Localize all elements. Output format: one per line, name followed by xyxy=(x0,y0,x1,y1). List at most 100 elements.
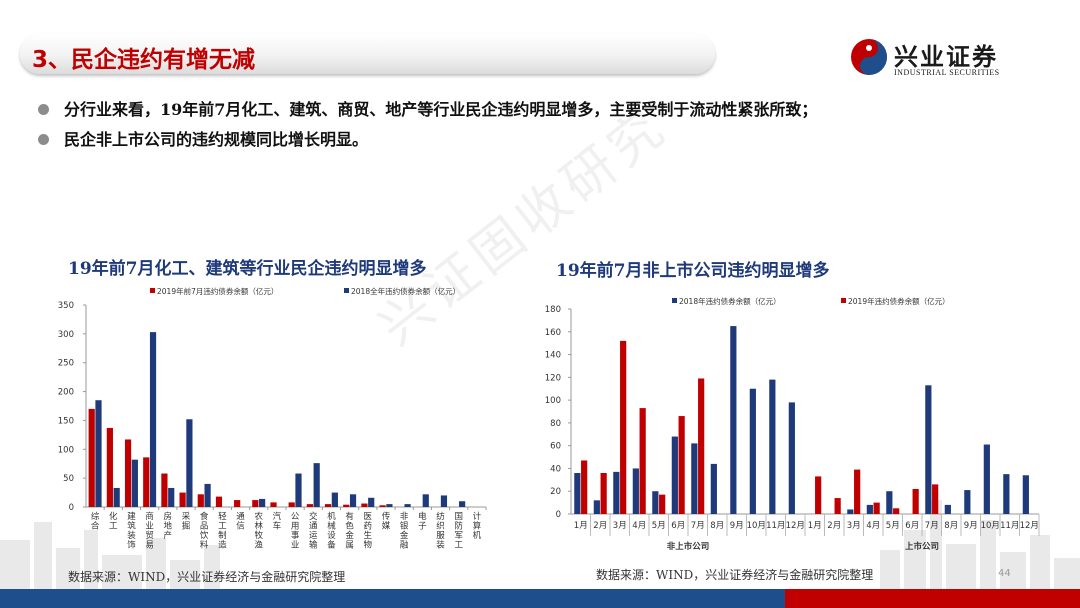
y-tick-label: 120 xyxy=(545,373,561,383)
y-tick-label: 160 xyxy=(545,328,561,338)
bar-red xyxy=(893,508,900,514)
x-tick-label: 化工 xyxy=(109,511,118,532)
bar-blue xyxy=(331,492,338,507)
y-tick-label: 80 xyxy=(550,419,561,429)
x-tick-label: 5月 xyxy=(652,521,666,531)
bar-red xyxy=(639,408,646,514)
x-tick-label: 电子 xyxy=(418,511,427,532)
y-tick-label: 100 xyxy=(545,396,561,406)
bar-blue xyxy=(886,491,893,514)
x-tick-label: 12月 xyxy=(786,521,805,531)
skyline-decoration xyxy=(0,500,1080,590)
bar-red xyxy=(179,492,186,507)
bar-red xyxy=(600,473,607,514)
bullet-list: 分行业来看，19年前7月化工、建筑、商贸、地产等行业民企违约明显增多，主要受制于… xyxy=(38,96,817,156)
bar-blue xyxy=(788,402,795,514)
y-tick-label: 0 xyxy=(69,503,74,513)
bar-blue xyxy=(944,504,951,514)
x-tick-label: 10月 xyxy=(747,521,766,531)
bar-red xyxy=(873,502,880,514)
logo-cn-text: 兴业证券 xyxy=(894,42,998,71)
bar-blue xyxy=(613,471,620,514)
group-label: 上市公司 xyxy=(905,541,939,552)
bullet-dot-icon xyxy=(38,104,49,115)
bar-blue xyxy=(131,459,138,507)
company-logo: 兴业证券 INDUSTRIAL SECURITIES xyxy=(850,36,1020,82)
x-tick-label: 医药生物 xyxy=(364,512,373,551)
legend-label: 2019年前7月违约债券余额（亿元） xyxy=(157,286,278,296)
bar-blue xyxy=(769,379,776,514)
bar-red xyxy=(124,439,132,507)
x-tick-label: 1月 xyxy=(574,521,588,531)
x-tick-label: 8月 xyxy=(710,521,724,531)
bar-blue xyxy=(168,487,175,507)
bar-red xyxy=(234,500,241,507)
bar-blue xyxy=(259,498,266,507)
y-tick-label: 60 xyxy=(550,442,561,452)
y-tick-label: 250 xyxy=(58,359,74,369)
x-tick-label: 2月 xyxy=(827,521,841,531)
bar-red xyxy=(343,504,350,507)
x-tick-label: 9月 xyxy=(730,521,744,531)
bullet-text: 民企非上市公司的违约规模同比增长明显。 xyxy=(64,130,369,149)
legend-label: 2018全年违约债券余额（亿元） xyxy=(351,286,460,296)
logo-en-text: INDUSTRIAL SECURITIES xyxy=(894,68,1000,77)
bar-red xyxy=(161,473,168,507)
bar-blue xyxy=(313,463,320,507)
x-tick-label: 5月 xyxy=(886,521,900,531)
x-tick-label: 传媒 xyxy=(382,511,391,532)
x-tick-label: 11月 xyxy=(1000,521,1019,531)
bar-blue xyxy=(574,473,581,514)
x-tick-label: 非银金融 xyxy=(400,511,409,551)
x-tick-label: 9月 xyxy=(964,521,978,531)
legend-swatch xyxy=(344,288,349,293)
x-tick-label: 3月 xyxy=(847,521,861,531)
x-tick-label: 7月 xyxy=(691,521,705,531)
bar-blue xyxy=(95,400,102,507)
y-tick-label: 40 xyxy=(550,464,561,474)
x-tick-label: 综合 xyxy=(91,511,100,532)
x-tick-label: 建筑装饰 xyxy=(127,511,136,551)
x-tick-label: 汽车 xyxy=(273,511,282,532)
bar-blue xyxy=(632,468,639,514)
bar-blue xyxy=(186,419,193,507)
x-tick-label: 有色金属 xyxy=(345,511,354,551)
bar-blue xyxy=(652,491,659,514)
legend-swatch xyxy=(672,298,677,303)
bar-red xyxy=(379,505,386,507)
right-chart-title: 19年前7月非上市公司违约明显增多 xyxy=(556,261,830,281)
x-tick-label: 2月 xyxy=(593,521,607,531)
footer-bar-red xyxy=(785,589,1080,608)
bullet-dot-icon xyxy=(38,134,49,145)
x-tick-label: 1月 xyxy=(808,521,822,531)
bar-red xyxy=(288,502,295,507)
y-tick-label: 140 xyxy=(545,351,561,361)
x-tick-label: 轻工制造 xyxy=(218,511,227,551)
x-tick-label: 10月 xyxy=(981,521,1000,531)
bar-red xyxy=(854,469,861,514)
y-tick-label: 300 xyxy=(58,330,74,340)
left-chart-source: 数据来源：WIND，兴业证券经济与金融研究院整理 xyxy=(68,570,346,584)
bar-blue xyxy=(749,388,756,514)
bar-blue xyxy=(1022,475,1029,514)
bar-blue xyxy=(593,500,600,514)
x-tick-label: 纺织服装 xyxy=(436,511,445,551)
x-tick-label: 6月 xyxy=(905,521,919,531)
y-tick-label: 0 xyxy=(556,510,561,520)
listed-unlisted-default-bar-chart: 0 20 40 60 80 100 120 140 160 180 2018年违约债券余额（亿元） 2… xyxy=(545,296,1040,552)
y-tick-label: 50 xyxy=(63,474,74,484)
bar-blue xyxy=(710,463,717,514)
bar-blue xyxy=(440,495,448,507)
x-tick-label: 公用事业 xyxy=(291,512,300,551)
logo-mark-icon xyxy=(851,39,887,75)
bar-blue xyxy=(866,504,873,514)
bar-blue xyxy=(404,504,411,507)
right-chart-source: 数据来源：WIND，兴业证券经济与金融研究院整理 xyxy=(596,568,874,582)
y-tick-label: 350 xyxy=(58,301,74,311)
bar-blue xyxy=(925,385,932,514)
bullet-item: 民企非上市公司的违约规模同比增长明显。 xyxy=(38,126,817,156)
legend-swatch xyxy=(841,298,846,303)
x-tick-label: 4月 xyxy=(632,521,646,531)
bar-blue xyxy=(113,487,120,507)
bar-red xyxy=(270,502,277,507)
